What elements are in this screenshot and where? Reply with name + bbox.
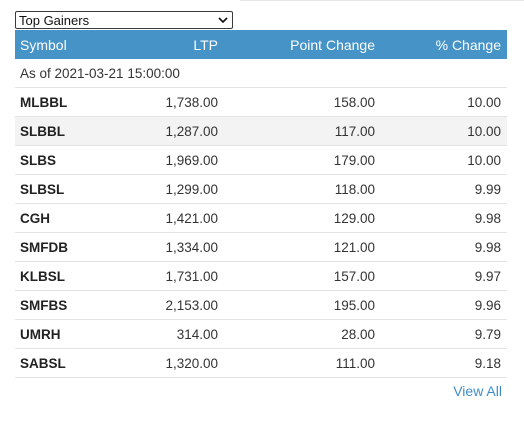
cell-pct-change: 9.79 (474, 326, 501, 342)
cell-symbol: SABSL (20, 355, 66, 371)
cell-symbol: SLBSL (20, 181, 65, 197)
table-row: CGH 1,421.00 129.00 9.98 (15, 204, 507, 233)
table-row: SMFBS 2,153.00 195.00 9.96 (15, 291, 507, 320)
cell-ltp: 1,421.00 (165, 210, 218, 226)
cell-point-change: 28.00 (341, 326, 375, 342)
cell-ltp: 1,731.00 (165, 268, 218, 284)
cell-point-change: 117.00 (334, 123, 375, 139)
cell-symbol: SMFBS (20, 297, 68, 313)
header-pct-change: % Change (435, 36, 501, 53)
table-row: MLBBL 1,738.00 158.00 10.00 (15, 88, 507, 117)
top-divider (240, 0, 524, 1)
cell-symbol: MLBBL (20, 94, 68, 110)
cell-symbol: UMRH (20, 326, 61, 342)
cell-pct-change: 9.99 (474, 181, 501, 197)
cell-pct-change: 9.98 (474, 239, 501, 255)
market-filter-select[interactable]: Top Gainers (15, 11, 233, 29)
market-filter-selected-value: Top Gainers (19, 12, 90, 28)
cell-pct-change: 9.18 (474, 355, 501, 371)
table-row: SMFDB 1,334.00 121.00 9.98 (15, 233, 507, 262)
cell-ltp: 314.00 (176, 326, 218, 342)
cell-ltp: 1,738.00 (165, 94, 218, 110)
table-row: SLBBL 1,287.00 117.00 10.00 (15, 117, 507, 146)
cell-pct-change: 9.96 (474, 297, 501, 313)
cell-point-change: 129.00 (333, 210, 375, 226)
cell-pct-change: 9.97 (474, 268, 501, 284)
cell-ltp: 1,287.00 (165, 123, 218, 139)
table-header: Symbol LTP Point Change % Change (15, 30, 507, 59)
cell-ltp: 2,153.00 (165, 297, 218, 313)
header-symbol: Symbol (20, 36, 67, 53)
cell-symbol: CGH (20, 210, 50, 226)
table-row: KLBSL 1,731.00 157.00 9.97 (15, 262, 507, 291)
cell-symbol: SLBS (20, 152, 57, 168)
market-table: Symbol LTP Point Change % Change As of 2… (15, 30, 507, 378)
header-ltp: LTP (193, 36, 218, 53)
cell-point-change: 157.00 (333, 268, 375, 284)
cell-pct-change: 9.98 (474, 210, 501, 226)
cell-pct-change: 10.00 (467, 123, 501, 139)
table-row: SABSL 1,320.00 111.00 9.18 (15, 349, 507, 378)
table-row: SLBSL 1,299.00 118.00 9.99 (15, 175, 507, 204)
as-of-timestamp: As of 2021-03-21 15:00:00 (15, 59, 507, 88)
chevron-down-icon (218, 17, 228, 24)
cell-point-change: 111.00 (335, 355, 375, 371)
table-row: UMRH 314.00 28.00 9.79 (15, 320, 507, 349)
view-all-link[interactable]: View All (453, 383, 502, 399)
cell-point-change: 158.00 (333, 94, 375, 110)
cell-symbol: SLBBL (20, 123, 65, 139)
cell-ltp: 1,969.00 (165, 152, 218, 168)
cell-pct-change: 10.00 (467, 152, 501, 168)
cell-ltp: 1,334.00 (165, 239, 218, 255)
cell-symbol: KLBSL (20, 268, 65, 284)
cell-ltp: 1,320.00 (165, 355, 218, 371)
cell-point-change: 195.00 (333, 297, 375, 313)
cell-point-change: 179.00 (333, 152, 375, 168)
table-row: SLBS 1,969.00 179.00 10.00 (15, 146, 507, 175)
cell-point-change: 118.00 (334, 181, 375, 197)
cell-ltp: 1,299.00 (165, 181, 218, 197)
cell-point-change: 121.00 (333, 239, 375, 255)
cell-pct-change: 10.00 (467, 94, 501, 110)
header-point-change: Point Change (290, 36, 375, 53)
cell-symbol: SMFDB (20, 239, 68, 255)
